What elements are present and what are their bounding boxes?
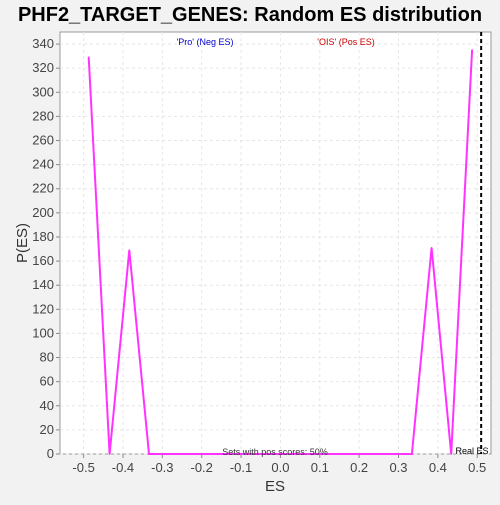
pos-es-label: 'OIS' (Pos ES) <box>317 37 374 47</box>
y-tick-label: 160 <box>32 253 54 268</box>
series-line <box>87 50 474 455</box>
y-tick-label: 60 <box>40 374 54 389</box>
x-tick-label: -0.4 <box>112 460 134 475</box>
grid <box>60 32 491 455</box>
y-tick-label: 260 <box>32 133 54 148</box>
y-tick-label: 220 <box>32 181 54 196</box>
y-tick-label: 340 <box>32 36 54 51</box>
y-tick-label: 320 <box>32 60 54 75</box>
x-tick-label: -0.3 <box>151 460 173 475</box>
y-axis-label: P(ES) <box>14 223 31 263</box>
y-tick-label: 40 <box>40 398 54 413</box>
y-tick-label: 80 <box>40 350 54 365</box>
x-tick-label: -0.5 <box>72 460 94 475</box>
series-point <box>128 249 131 252</box>
x-tick-label: 0.5 <box>468 460 486 475</box>
x-axis-label: ES <box>265 478 285 495</box>
series-point <box>430 247 433 249</box>
y-axis: 0 20 40 60 80 100 120 140 160 180 200 220 240 260 280 3… <box>32 36 60 461</box>
x-axis: -0.5 -0.4 -0.3 -0.2 -0.1 0.0 0.1 0.2 0.3 0.4 0.5 <box>72 454 486 475</box>
y-tick-label: 0 <box>47 446 54 461</box>
y-tick-label: 300 <box>32 84 54 99</box>
y-tick-label: 200 <box>32 205 54 220</box>
series-point <box>450 453 453 455</box>
x-tick-label: 0.2 <box>350 460 368 475</box>
series-point <box>108 453 111 455</box>
y-tick-label: 280 <box>32 108 54 123</box>
neg-es-label: 'Pro' (Neg ES) <box>177 37 234 47</box>
y-tick-label: 180 <box>32 229 54 244</box>
y-tick-label: 100 <box>32 325 54 340</box>
series-layer <box>87 49 474 455</box>
series-point <box>148 453 150 455</box>
x-tick-label: 0.3 <box>389 460 407 475</box>
x-tick-label: -0.1 <box>230 460 252 475</box>
y-tick-label: 140 <box>32 277 54 292</box>
series-point <box>87 56 90 59</box>
x-tick-label: 0.1 <box>311 460 329 475</box>
y-tick-label: 120 <box>32 301 54 316</box>
pos-scores-text: Sets with pos scores: 50% <box>222 447 328 457</box>
y-tick-label: 240 <box>32 157 54 172</box>
series-point <box>471 49 473 51</box>
real-es-label: Real ES <box>455 446 488 456</box>
x-tick-label: -0.2 <box>190 460 212 475</box>
chart-title: PHF2_TARGET_GENES: Random ES distributio… <box>18 4 482 26</box>
y-tick-label: 20 <box>40 422 54 437</box>
x-tick-label: 0.4 <box>429 460 447 475</box>
plot-area <box>59 31 492 455</box>
series-point <box>411 453 413 455</box>
x-tick-label: 0.0 <box>271 460 289 475</box>
